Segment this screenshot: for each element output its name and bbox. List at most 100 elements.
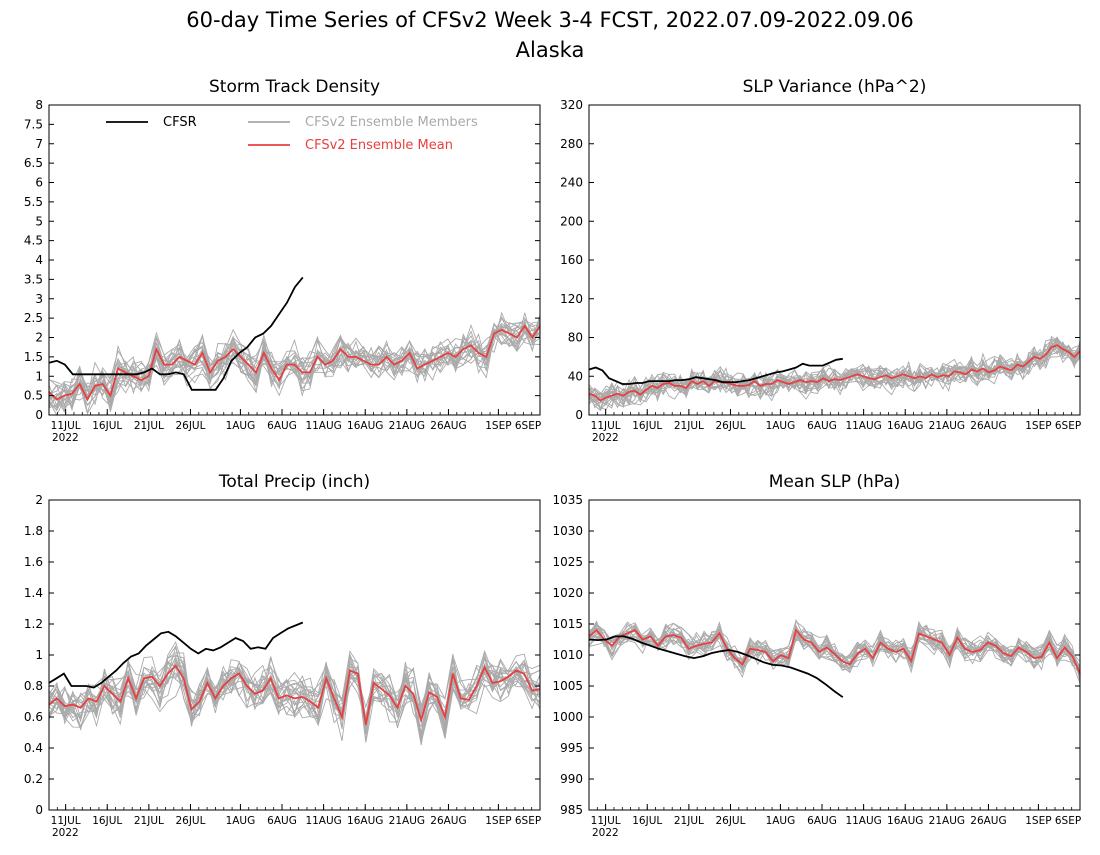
x-tick-label: 11AUG bbox=[845, 815, 881, 827]
x-tick-label: 6SEP bbox=[515, 815, 541, 827]
y-tick-label: 3.5 bbox=[24, 272, 43, 286]
x-tick-label: 6AUG bbox=[807, 815, 837, 827]
y-tick-label: 7.5 bbox=[24, 117, 43, 131]
panel-title: Total Precip (inch) bbox=[218, 472, 370, 492]
x-tick-label: 26AUG bbox=[430, 420, 466, 432]
panel-3: Total Precip (inch) 0 0.2 0.4 0.6 0.8 1 1.2 1.4 1… bbox=[24, 472, 541, 839]
x-axis: 11JUL 16JUL 21JUL 26JUL 1AUG 6AUG 11AUG 16AUG 21… bbox=[588, 804, 1081, 839]
y-axis: 0 0.5 1 1.5 2 2.5 3 3.5 4 4.5 5 5.5 6 6.5 7 7.5 8 bbox=[24, 98, 540, 422]
x-tick-label: 6AUG bbox=[267, 420, 297, 432]
x-tick-label: 11JUL bbox=[51, 815, 81, 827]
x-tick-label: 1SEP bbox=[1025, 420, 1051, 432]
x-tick-label: 16AUG bbox=[887, 815, 923, 827]
y-tick-label: 280 bbox=[560, 137, 583, 151]
x-tick-label: 11JUL bbox=[51, 420, 81, 432]
y-tick-label: 1.6 bbox=[24, 555, 43, 569]
y-tick-label: 6 bbox=[35, 176, 43, 190]
x-tick-label: 11AUG bbox=[305, 420, 341, 432]
x-tick-label: 1AUG bbox=[766, 815, 796, 827]
y-tick-label: 0.8 bbox=[24, 679, 43, 693]
x-tick-label: 21JUL bbox=[134, 420, 164, 432]
x-year-label: 2022 bbox=[592, 432, 619, 444]
x-tick-label: 1SEP bbox=[485, 815, 511, 827]
y-tick-label: 1 bbox=[35, 648, 43, 662]
ensemble-member-line bbox=[48, 324, 541, 412]
x-tick-label: 26AUG bbox=[970, 815, 1006, 827]
y-axis: 0 40 80 120 160 200 240 280 320 bbox=[560, 98, 1080, 422]
x-tick-label: 11AUG bbox=[845, 420, 881, 432]
y-tick-label: 0.4 bbox=[24, 741, 43, 755]
ensemble-mean-line bbox=[588, 628, 1081, 674]
y-tick-label: 1005 bbox=[552, 679, 583, 693]
x-tick-label: 16JUL bbox=[632, 815, 662, 827]
legend-label-mean: CFSv2 Ensemble Mean bbox=[305, 138, 453, 153]
x-tick-label: 16JUL bbox=[632, 420, 662, 432]
x-year-label: 2022 bbox=[592, 827, 619, 839]
ensemble-member-line bbox=[48, 322, 541, 413]
x-tick-label: 16AUG bbox=[347, 420, 383, 432]
x-tick-label: 1AUG bbox=[226, 420, 256, 432]
x-tick-label: 26JUL bbox=[175, 420, 205, 432]
y-tick-label: 1.8 bbox=[24, 524, 43, 538]
panels: Storm Track Density 0 0.5 1 1.5 2 2.5 3 3.5 4 4.5 5… bbox=[24, 77, 1081, 839]
y-tick-label: 0 bbox=[35, 408, 43, 422]
y-tick-label: 2.5 bbox=[24, 311, 43, 325]
x-tick-label: 1SEP bbox=[485, 420, 511, 432]
y-tick-label: 1035 bbox=[552, 493, 583, 507]
legend: CFSR CFSv2 Ensemble Members CFSv2 Ensemble… bbox=[106, 115, 478, 153]
y-tick-label: 990 bbox=[560, 772, 583, 786]
panel-1: Storm Track Density 0 0.5 1 1.5 2 2.5 3 3.5 4 4.5 5… bbox=[24, 77, 541, 444]
plot-frame bbox=[48, 499, 541, 811]
y-tick-label: 40 bbox=[568, 369, 583, 383]
y-tick-label: 1000 bbox=[552, 710, 583, 724]
y-tick-label: 1.2 bbox=[24, 617, 43, 631]
x-tick-label: 1SEP bbox=[1025, 815, 1051, 827]
x-tick-label: 11JUL bbox=[591, 420, 621, 432]
y-tick-label: 1025 bbox=[552, 555, 583, 569]
x-tick-label: 21AUG bbox=[389, 420, 425, 432]
x-tick-label: 6SEP bbox=[515, 420, 541, 432]
y-axis: 0 0.2 0.4 0.6 0.8 1 1.2 1.4 1.6 1.8 2 bbox=[24, 493, 540, 817]
x-tick-label: 6SEP bbox=[1055, 420, 1081, 432]
ensemble-member-line bbox=[588, 342, 1081, 412]
y-tick-label: 0 bbox=[35, 803, 43, 817]
x-tick-label: 11JUL bbox=[591, 815, 621, 827]
cfsr-line bbox=[48, 276, 304, 391]
cfsr-line bbox=[588, 357, 843, 385]
x-tick-label: 1AUG bbox=[226, 815, 256, 827]
x-tick-label: 16JUL bbox=[92, 420, 122, 432]
ensemble-mean-line bbox=[588, 344, 1081, 402]
y-tick-label: 1030 bbox=[552, 524, 583, 538]
ensemble-member-line bbox=[588, 620, 1081, 682]
x-tick-label: 21JUL bbox=[674, 420, 704, 432]
legend-label-members: CFSv2 Ensemble Members bbox=[305, 115, 478, 130]
x-year-label: 2022 bbox=[52, 432, 79, 444]
ensemble-members bbox=[588, 618, 1081, 684]
x-tick-label: 11AUG bbox=[305, 815, 341, 827]
legend-label-cfsr: CFSR bbox=[163, 115, 197, 130]
y-tick-label: 120 bbox=[560, 292, 583, 306]
x-tick-label: 16AUG bbox=[347, 815, 383, 827]
y-tick-label: 3 bbox=[35, 292, 43, 306]
y-tick-label: 0.6 bbox=[24, 710, 43, 724]
y-tick-label: 240 bbox=[560, 176, 583, 190]
panel-title: Storm Track Density bbox=[209, 77, 380, 97]
cfsr-line bbox=[48, 621, 304, 689]
x-axis: 11JUL 16JUL 21JUL 26JUL 1AUG 6AUG 11AUG 16AUG 21… bbox=[48, 409, 541, 444]
y-tick-label: 1.4 bbox=[24, 586, 43, 600]
y-tick-label: 4.5 bbox=[24, 234, 43, 248]
figure-subtitle: Alaska bbox=[516, 38, 585, 62]
x-tick-label: 21AUG bbox=[929, 420, 965, 432]
x-tick-label: 6AUG bbox=[267, 815, 297, 827]
y-tick-label: 4 bbox=[35, 253, 43, 267]
y-tick-label: 320 bbox=[560, 98, 583, 112]
ensemble-member-line bbox=[48, 659, 541, 746]
y-tick-label: 0.2 bbox=[24, 772, 43, 786]
x-year-label: 2022 bbox=[52, 827, 79, 839]
x-tick-label: 26AUG bbox=[970, 420, 1006, 432]
x-axis: 11JUL 16JUL 21JUL 26JUL 1AUG 6AUG 11AUG 16AUG 21… bbox=[48, 804, 541, 839]
y-tick-label: 2 bbox=[35, 331, 43, 345]
x-tick-label: 26JUL bbox=[715, 420, 745, 432]
x-tick-label: 21JUL bbox=[674, 815, 704, 827]
